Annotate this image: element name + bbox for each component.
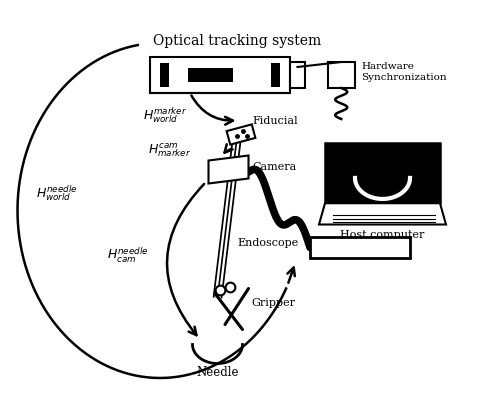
- Text: $H^{cam}_{marker}$: $H^{cam}_{marker}$: [148, 142, 192, 159]
- Bar: [150, 57, 290, 93]
- Text: Gripper: Gripper: [252, 298, 296, 308]
- Bar: [188, 68, 232, 82]
- Text: Endoscope: Endoscope: [238, 238, 299, 248]
- Polygon shape: [226, 124, 256, 145]
- Text: Camera: Camera: [252, 162, 296, 172]
- Text: $H^{needle}_{cam}$: $H^{needle}_{cam}$: [106, 246, 148, 265]
- Bar: [271, 63, 280, 87]
- Text: Hardware
Synchronization: Hardware Synchronization: [361, 62, 446, 82]
- Polygon shape: [208, 156, 248, 184]
- Bar: [325, 143, 440, 203]
- Polygon shape: [319, 203, 446, 225]
- Bar: [310, 237, 410, 258]
- Text: Host computer: Host computer: [340, 229, 424, 239]
- Text: Light source: Light source: [322, 241, 398, 254]
- Text: Optical tracking system: Optical tracking system: [154, 34, 322, 48]
- Text: Fiducial: Fiducial: [252, 115, 298, 126]
- Bar: [290, 62, 305, 88]
- Text: Needle: Needle: [196, 367, 239, 379]
- Bar: [160, 63, 169, 87]
- Text: $H^{needle}_{world}$: $H^{needle}_{world}$: [36, 183, 78, 203]
- Text: $H^{marker}_{world}$: $H^{marker}_{world}$: [143, 106, 187, 125]
- Bar: [328, 62, 355, 88]
